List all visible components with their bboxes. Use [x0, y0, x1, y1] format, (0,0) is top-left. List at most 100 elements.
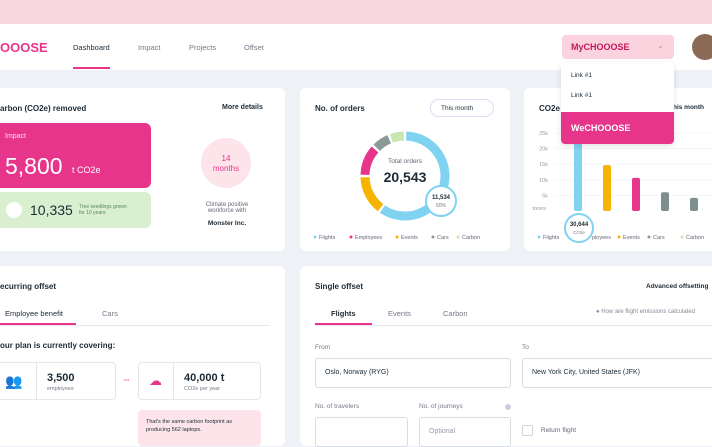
- logo[interactable]: OOOSE: [0, 40, 48, 55]
- company: Monster Inc.: [207, 220, 247, 227]
- y-tick-label: 5k: [542, 193, 548, 199]
- arrows: ⇔: [122, 374, 131, 384]
- field-label: From: [315, 344, 331, 351]
- nav-item[interactable]: Impact: [138, 43, 161, 52]
- input-value: Oslo, Norway (RYG): [325, 369, 389, 376]
- legend-dot: [431, 235, 435, 239]
- tab[interactable]: Employee benefit: [5, 309, 63, 318]
- legend-dot: [395, 235, 399, 239]
- menu-item-active[interactable]: WeCHOOOSE: [561, 112, 674, 144]
- tab[interactable]: Carbon: [443, 309, 468, 318]
- to-input[interactable]: New York City, United States (JFK): [522, 358, 712, 388]
- account-button[interactable]: MyCHOOOSE ⌄: [562, 35, 674, 59]
- divider: [36, 363, 37, 399]
- input-value: New York City, United States (JFK): [532, 369, 641, 376]
- bar-chart: 25k 20k 15k 10k 5k tones Flights ployees Events C…: [533, 115, 712, 241]
- impact-label: Impact: [5, 133, 27, 140]
- tooltip-value: 11,534: [431, 195, 451, 201]
- impact-value: 5,800: [5, 153, 63, 179]
- trees-text: Tree seedlings grown for 10 years: [79, 204, 127, 216]
- tab[interactable]: Flights: [331, 309, 356, 318]
- divider: [0, 325, 270, 326]
- donut-chart: Flights Employees Events Cars Carbon: [313, 131, 480, 241]
- bar: [603, 165, 611, 211]
- employees-value: 3,500: [47, 372, 75, 384]
- card-title: Single offset: [315, 282, 364, 291]
- link[interactable]: Advanced offsetting: [646, 283, 709, 290]
- donut-segment: [360, 176, 384, 212]
- journeys-input[interactable]: Optional: [419, 417, 511, 447]
- note-box: That's the same carbon footprint as prod…: [138, 410, 261, 446]
- placeholder: Optional: [429, 428, 456, 435]
- card-title: arbon (CO2e) removed: [0, 104, 87, 113]
- period-label: This month: [441, 105, 474, 112]
- note: That's the same carbon footprint as prod…: [146, 419, 233, 433]
- nav-item[interactable]: Projects: [189, 43, 217, 52]
- trees-value: 10,335: [30, 202, 73, 218]
- period-select[interactable]: This month: [430, 99, 494, 117]
- link[interactable]: More details: [222, 104, 263, 111]
- card-title: ecurring offset: [0, 282, 57, 291]
- dropdown-menu: Link #1 Link #1 WeCHOOOSE: [561, 62, 674, 144]
- legend-dot: [313, 235, 317, 239]
- legend-label: Carbon: [686, 235, 704, 241]
- help[interactable]: ● How are flight emissions calculated: [596, 309, 696, 315]
- bar: [661, 192, 669, 211]
- co2-value: 40,000 t: [184, 372, 225, 384]
- trees-box: 10,335 Tree seedlings grown for 10 years: [0, 192, 151, 228]
- field-label: No. of journeys: [419, 403, 463, 410]
- legend-label: Events: [401, 235, 418, 241]
- divider: [315, 325, 712, 326]
- tooltip-share: 60%: [435, 203, 446, 209]
- legend-label: Employees: [355, 235, 382, 241]
- menu-item[interactable]: Link #1: [571, 72, 592, 79]
- legend-dot: [617, 235, 621, 239]
- tooltip-unit: CO2e: [573, 230, 585, 235]
- bar: [632, 177, 640, 211]
- carbon-card: arbon (CO2e) removed More details Impact…: [0, 88, 285, 251]
- info-icon[interactable]: [505, 404, 511, 410]
- badge: 14 months: [201, 138, 251, 188]
- checkbox[interactable]: [522, 425, 533, 436]
- from-input[interactable]: Oslo, Norway (RYG): [315, 358, 511, 388]
- donut-segment: [373, 135, 392, 152]
- subtitle: our plan is currently covering:: [0, 341, 116, 350]
- recurring-card: ecurring offset Employee benefit Cars ou…: [0, 266, 285, 446]
- top-banner: [0, 0, 712, 24]
- field-label: To: [522, 344, 529, 351]
- legend-label: Carbon: [462, 235, 480, 241]
- legend-dot: [537, 235, 541, 239]
- y-axis-label: tones: [533, 206, 547, 212]
- legend-label: Events: [623, 235, 640, 241]
- impact-unit: t CO2e: [72, 165, 101, 175]
- tooltip-value: 30,644: [569, 222, 589, 228]
- avatar[interactable]: [692, 34, 712, 60]
- tab[interactable]: Events: [388, 309, 411, 318]
- impact-box: Impact 5,800 t CO2e: [0, 123, 151, 188]
- legend-label: ployees: [592, 235, 611, 241]
- bar: [690, 197, 698, 211]
- menu-item[interactable]: Link #1: [571, 92, 592, 99]
- badge-text: 14 months: [212, 154, 240, 173]
- icon: 👥: [5, 373, 23, 389]
- co2-box: ☁ 40,000 t CO2e per year: [138, 362, 261, 400]
- y-tick-label: 25k: [539, 131, 548, 137]
- donut-segment: [360, 146, 379, 176]
- nav-item[interactable]: Offset: [244, 43, 264, 52]
- divider: [173, 363, 174, 399]
- co2-card: CO2e l This month 25k 20k 15k 10k 5k tones Fli…: [524, 88, 712, 251]
- legend-dot: [349, 235, 353, 239]
- legend-label: Flights: [319, 235, 335, 241]
- legend-label: Cars: [653, 235, 665, 241]
- travelers-input[interactable]: [315, 417, 408, 447]
- tab[interactable]: Cars: [102, 309, 118, 318]
- tab-underline: [315, 323, 372, 325]
- nav-item[interactable]: Dashboard: [73, 43, 110, 52]
- period-label[interactable]: This month: [669, 104, 705, 111]
- co2-label: CO2e per year: [184, 386, 221, 392]
- menu-label: WeCHOOOSE: [571, 123, 631, 133]
- tooltip: 30,644 CO2e: [564, 213, 594, 243]
- y-tick-label: 20k: [539, 147, 548, 153]
- center-value: 20,543: [383, 169, 427, 185]
